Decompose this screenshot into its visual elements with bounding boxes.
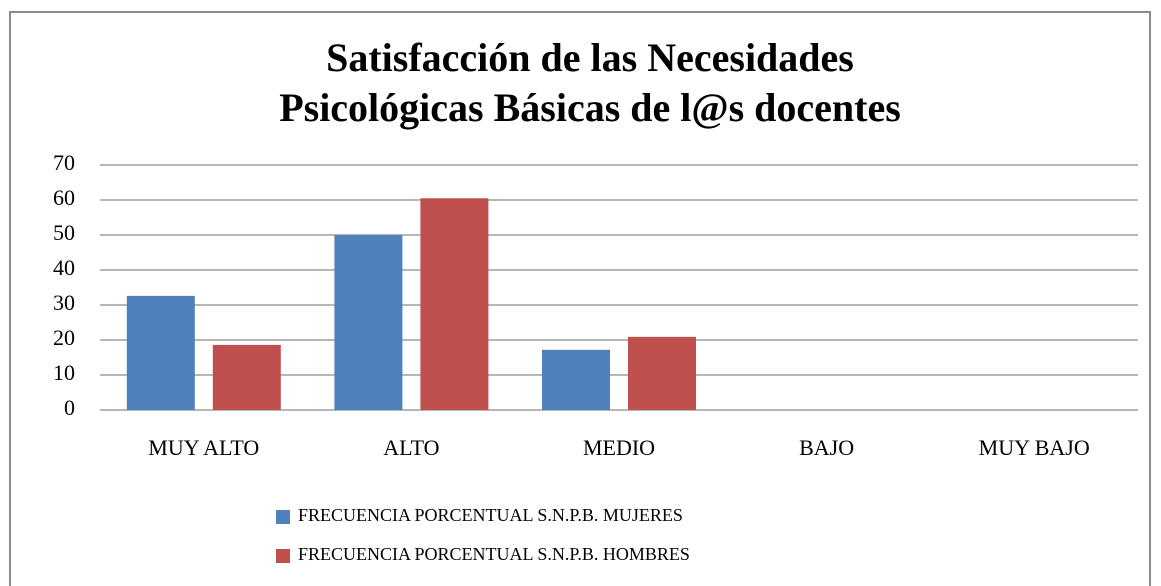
y-tick-label: 60 (53, 185, 75, 210)
bar (628, 336, 696, 410)
x-tick-label: MEDIO (583, 435, 655, 460)
chart-title: Satisfacción de las Necesidades (326, 35, 854, 80)
bar (420, 198, 489, 410)
y-tick-label: 20 (53, 325, 75, 350)
x-tick-label: BAJO (799, 435, 854, 460)
y-tick-label: 40 (53, 255, 75, 280)
x-tick-label: ALTO (383, 435, 439, 460)
y-tick-label: 30 (53, 290, 75, 315)
bar (334, 235, 403, 410)
chart-frame (9, 11, 1151, 586)
legend-label: FRECUENCIA PORCENTUAL S.N.P.B. MUJERES (298, 505, 683, 525)
y-tick-label: 10 (53, 360, 75, 385)
bar (126, 295, 195, 410)
chart-title: Psicológicas Básicas de l@s docentes (279, 85, 901, 130)
y-tick-label: 50 (53, 220, 75, 245)
x-tick-label: MUY ALTO (148, 435, 259, 460)
legend-swatch (276, 549, 290, 563)
legend-label: FRECUENCIA PORCENTUAL S.N.P.B. HOMBRES (298, 544, 690, 564)
legend-swatch (276, 510, 290, 524)
x-tick-label: MUY BAJO (979, 435, 1090, 460)
y-tick-label: 0 (64, 395, 75, 420)
y-tick-label: 70 (53, 150, 75, 175)
bar (542, 349, 610, 410)
bar (212, 344, 281, 410)
